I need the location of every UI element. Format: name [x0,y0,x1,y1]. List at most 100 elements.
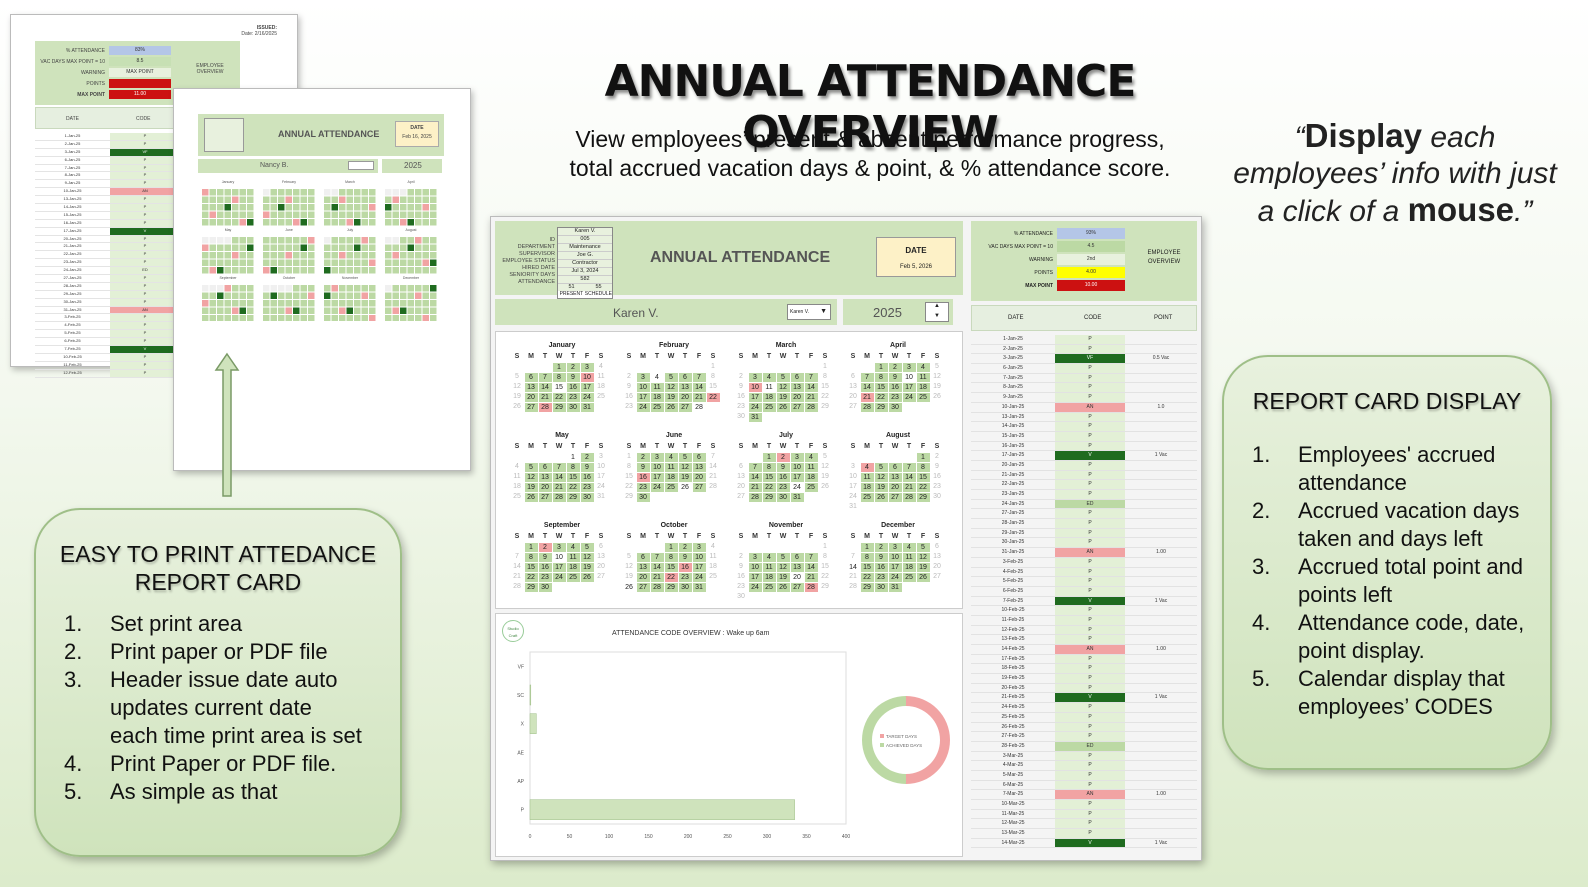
calendar-day[interactable]: 16 [625,393,633,400]
calendar-day[interactable]: 4 [860,462,874,472]
calendar-day[interactable]: 11 [902,552,916,562]
calendar-day[interactable]: 21 [552,482,566,492]
calendar-day[interactable]: 20 [849,393,857,400]
calendar-day[interactable]: 25 [513,493,521,500]
calendar-day[interactable]: 22 [664,572,678,582]
calendar-day[interactable]: 14 [538,382,552,392]
calendar-day[interactable]: 19 [664,392,678,402]
calendar-day[interactable]: 2 [636,452,650,462]
calendar-day[interactable]: 1 [860,542,874,552]
calendar-day[interactable]: 6 [935,543,939,550]
employee-selector[interactable]: Karen V. Karen V. ▼ [495,299,837,325]
calendar-day[interactable]: 28 [552,492,566,502]
calendar-day[interactable]: 3 [851,463,855,470]
calendar-day[interactable]: 3 [636,372,650,382]
calendar-day[interactable]: 23 [933,483,941,490]
calendar-day[interactable]: 26 [916,572,930,582]
calendar-day[interactable]: 10 [748,562,762,572]
calendar-day[interactable]: 29 [874,402,888,412]
calendar-day[interactable]: 30 [636,492,650,502]
calendar-day[interactable]: 16 [566,382,580,392]
calendar-day[interactable]: 3 [599,453,603,460]
calendar-day[interactable]: 31 [888,582,902,592]
calendar-day[interactable]: 2 [566,362,580,372]
calendar-day[interactable]: 11 [709,553,717,560]
calendar-day[interactable]: 12 [821,463,829,470]
stepper-up-icon[interactable]: ▲ [934,303,940,309]
calendar-day[interactable]: 20 [597,563,605,570]
calendar-day[interactable]: 15 [821,383,829,390]
calendar-day[interactable]: 16 [776,472,790,482]
calendar-day[interactable]: 27 [888,492,902,502]
calendar-day[interactable]: 25 [664,482,678,492]
calendar-day[interactable]: 16 [737,393,745,400]
calendar-day[interactable]: 15 [860,562,874,572]
calendar-day[interactable]: 20 [636,572,650,582]
calendar-day[interactable]: 5 [874,462,888,472]
calendar-day[interactable]: 5 [515,373,519,380]
calendar-day[interactable]: 13 [597,553,605,560]
calendar-day[interactable]: 24 [849,493,857,500]
calendar-day[interactable]: 28 [650,582,664,592]
calendar-day[interactable]: 4 [711,543,715,550]
calendar-day[interactable]: 6 [636,552,650,562]
calendar-day[interactable]: 1 [874,362,888,372]
calendar-day[interactable]: 20 [790,572,804,582]
calendar-day[interactable]: 15 [709,383,717,390]
calendar-day[interactable]: 12 [580,552,594,562]
calendar-day[interactable]: 22 [552,392,566,402]
calendar-day[interactable]: 7 [804,372,818,382]
calendar-day[interactable]: 19 [874,482,888,492]
calendar-day[interactable]: 23 [625,403,633,410]
calendar-day[interactable]: 28 [804,402,818,412]
calendar-day[interactable]: 7 [902,462,916,472]
calendar-day[interactable]: 26 [821,483,829,490]
calendar-day[interactable]: 18 [709,563,717,570]
calendar-day[interactable]: 18 [804,472,818,482]
calendar-day[interactable]: 14 [804,562,818,572]
calendar-day[interactable]: 28 [902,492,916,502]
calendar-day[interactable]: 3 [748,552,762,562]
calendar-day[interactable]: 29 [762,492,776,502]
calendar-day[interactable]: 11 [664,462,678,472]
calendar-day[interactable]: 1 [627,453,631,460]
calendar-day[interactable]: 5 [524,462,538,472]
calendar-day[interactable]: 30 [737,413,745,420]
calendar-day[interactable]: 27 [849,403,857,410]
calendar-day[interactable]: 13 [849,383,857,390]
calendar-day[interactable]: 7 [692,372,706,382]
calendar-day[interactable]: 6 [599,543,603,550]
calendar-day[interactable]: 15 [524,562,538,572]
calendar-day[interactable]: 19 [580,562,594,572]
calendar-day[interactable]: 15 [664,562,678,572]
calendar-day[interactable]: 30 [538,582,552,592]
calendar-day[interactable]: 17 [552,562,566,572]
calendar-day[interactable]: 21 [538,392,552,402]
calendar-day[interactable]: 14 [860,382,874,392]
calendar-day[interactable]: 8 [823,373,827,380]
calendar-day[interactable]: 22 [762,482,776,492]
calendar-day[interactable]: 13 [790,382,804,392]
calendar-day[interactable]: 30 [888,402,902,412]
calendar-day[interactable]: 31 [580,402,594,412]
calendar-day[interactable]: 20 [678,392,692,402]
calendar-day[interactable]: 6 [538,462,552,472]
calendar-day[interactable]: 14 [552,472,566,482]
calendar-day[interactable]: 19 [821,473,829,480]
calendar-day[interactable]: 26 [513,403,521,410]
calendar-day[interactable]: 2 [627,373,631,380]
calendar-day[interactable]: 17 [849,483,857,490]
employee-dropdown[interactable]: Karen V. ▼ [787,304,831,320]
calendar-day[interactable]: 19 [776,572,790,582]
calendar-day[interactable]: 8 [874,372,888,382]
calendar-day[interactable]: 2 [739,553,743,560]
calendar-day[interactable]: 22 [821,573,829,580]
calendar-day[interactable]: 2 [874,542,888,552]
calendar-day[interactable]: 15 [874,382,888,392]
calendar-day[interactable]: 4 [599,363,603,370]
calendar-day[interactable]: 1 [916,452,930,462]
calendar-day[interactable]: 19 [524,482,538,492]
calendar-day[interactable]: 22 [874,392,888,402]
calendar-day[interactable]: 14 [748,472,762,482]
calendar-day[interactable]: 23 [776,482,790,492]
